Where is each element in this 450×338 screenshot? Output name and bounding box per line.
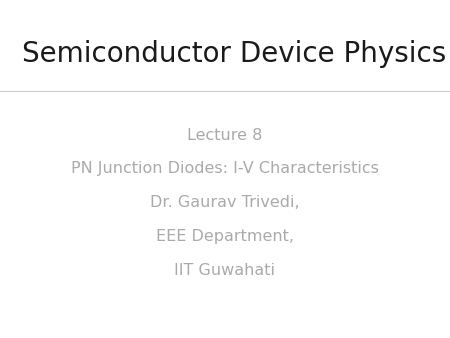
Text: PN Junction Diodes: I-V Characteristics: PN Junction Diodes: I-V Characteristics (71, 162, 379, 176)
Text: Semiconductor Device Physics: Semiconductor Device Physics (22, 40, 447, 68)
Text: EEE Department,: EEE Department, (156, 229, 294, 244)
Text: Dr. Gaurav Trivedi,: Dr. Gaurav Trivedi, (150, 195, 300, 210)
Text: IIT Guwahati: IIT Guwahati (175, 263, 275, 278)
Text: Lecture 8: Lecture 8 (187, 128, 263, 143)
